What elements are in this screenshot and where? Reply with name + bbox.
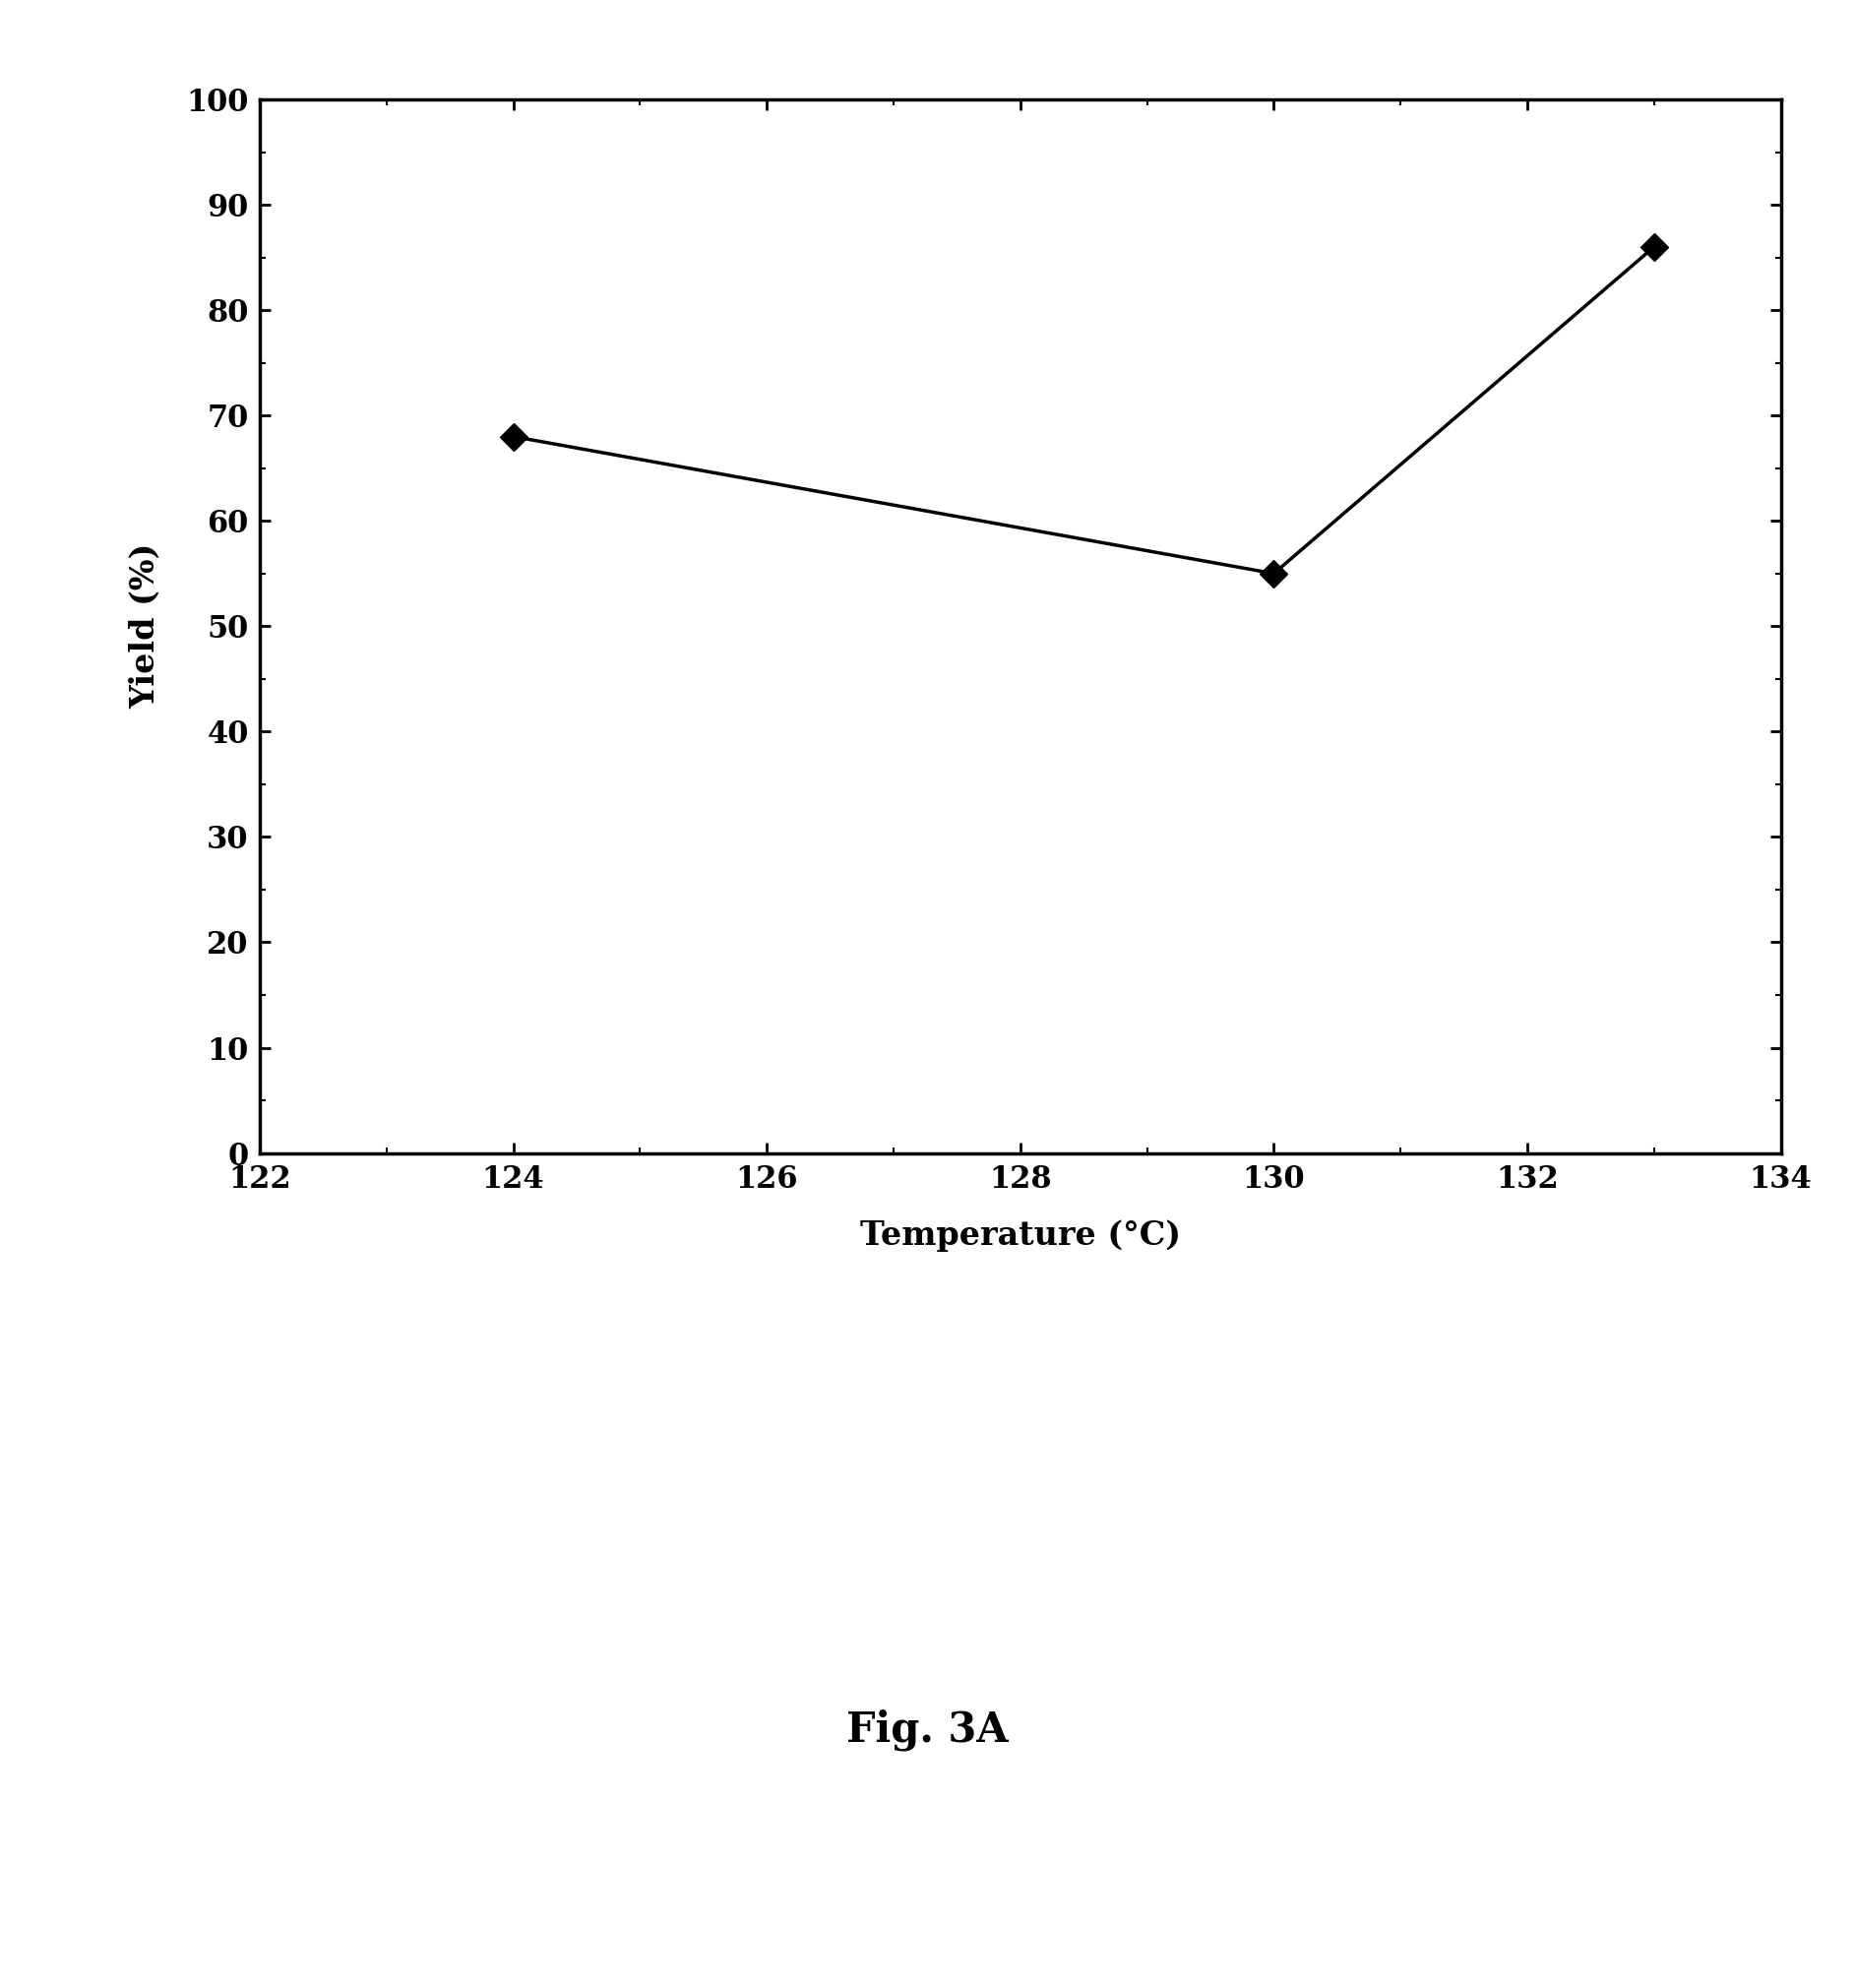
Y-axis label: Yield (%): Yield (%)	[130, 543, 161, 710]
X-axis label: Temperature (°C): Temperature (°C)	[861, 1219, 1180, 1252]
Text: Fig. 3A: Fig. 3A	[846, 1708, 1009, 1751]
